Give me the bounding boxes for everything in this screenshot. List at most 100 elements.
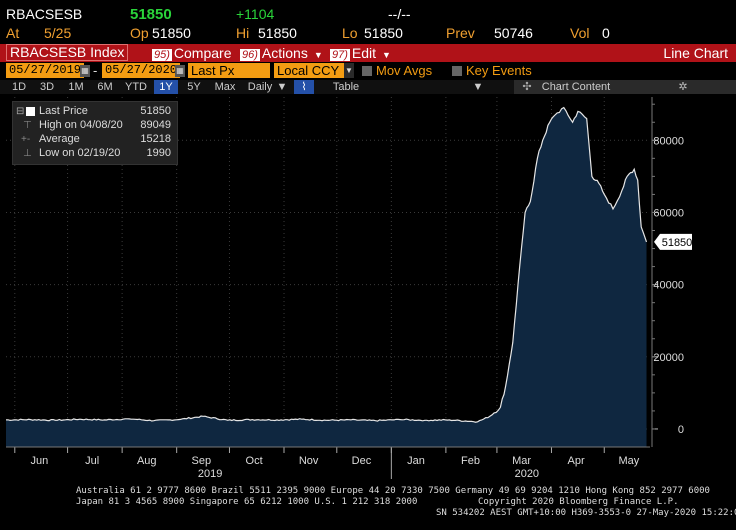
end-date-field[interactable]: 05/27/2020 [102,63,181,78]
period-ytd[interactable]: YTD [125,81,147,93]
settings-gear-icon[interactable]: ✲ [678,81,688,93]
y-tick-label: 20000 [653,352,684,364]
legend-row-low: ⊥ Low on 02/19/20 1990 [13,147,179,160]
y-tick-label: 0 [678,424,684,436]
currency-dropdown-icon[interactable]: ▼ [344,63,354,78]
chart-controls: 05/27/2019 ▦ - 05/27/2020 ▦ Last Px Loca… [0,63,736,79]
legend-last-label: Last Price [39,105,88,117]
open-value: 51850 [152,25,191,41]
last-value-marker: 51850 [654,233,693,250]
legend-last-value: 51850 [140,105,171,117]
last-price-checkbox[interactable] [26,107,35,116]
frequency-select[interactable]: Daily [247,81,273,93]
compare-label: Compare [173,45,232,61]
low-label: Lo [342,25,358,41]
x-tick-label: Dec [352,455,372,467]
mov-avgs-checkbox[interactable] [362,66,372,76]
low-value: 51850 [364,25,403,41]
footer-line-2a: Japan 81 3 4565 8900 Singapore 65 6212 1… [76,497,418,507]
year-label-2019: 2019 [198,468,222,480]
actions-button[interactable]: 96) Actions ▼ [240,44,323,62]
chart-type-label[interactable]: Line Chart [663,45,728,61]
end-calendar-icon[interactable]: ▦ [175,65,185,77]
y-tick-label: 40000 [653,280,684,292]
high-label: Hi [236,25,250,41]
x-tick-label: Jun [31,455,49,467]
x-tick-label: Oct [246,455,263,467]
x-tick-label: Jan [407,455,425,467]
mov-avgs-label[interactable]: Mov Avgs [376,63,433,78]
last-value-label: 51850 [662,237,693,249]
average-marker-icon: +- [21,134,31,145]
price-chart[interactable]: 0 20000 40000 60000 80000 Jun Jul Aug Sep Oct Nov… [0,95,736,480]
quote-header: RBACSESB 51850 +1104 --/-- At 5/25 Op 51… [0,0,736,44]
start-calendar-icon[interactable]: ▦ [80,65,90,77]
edit-label: Edit [351,45,377,61]
period-1d[interactable]: 1D [11,81,27,93]
x-tick-label: Mar [512,455,531,467]
key-events-checkbox[interactable] [452,66,462,76]
period-5y[interactable]: 5Y [187,81,201,93]
period-1m[interactable]: 1M [68,81,84,93]
compare-number: 95) [152,49,172,61]
actions-label: Actions [261,45,308,61]
high-value: 51850 [258,25,297,41]
line-chart-toggle-icon[interactable]: ⌇ [294,80,314,94]
series-line [5,106,648,423]
period-6m[interactable]: 6M [97,81,113,93]
at-label: At [6,25,20,41]
x-axis: Jun Jul Aug Sep Oct Nov Dec Jan Feb Mar Apr May 2019… [6,446,650,480]
x-tick-label: Sep [192,455,212,467]
chart-legend[interactable]: ⊟ Last Price 51850 ⊤ High on 04/08/20 89… [12,101,178,165]
volume-label: Vol [570,25,590,41]
price-change: +1104 [236,6,275,22]
actions-caret-icon: ▼ [313,50,323,60]
x-tick-label: Aug [137,455,157,467]
chart-content-bar: ✣ Chart Content ✲ [514,80,736,94]
currency-select[interactable]: Local CCY [274,63,344,78]
chart-area[interactable]: 0 20000 40000 60000 80000 Jun Jul Aug Sep Oct Nov… [0,95,736,480]
footer-line-3: SN 534202 AEST GMT+10:00 H369-3553-0 27-… [436,508,736,518]
prev-label: Prev [446,25,475,41]
expand-icon[interactable]: ✣ [522,81,532,93]
volume-value: 0 [602,25,610,41]
x-tick-label: Feb [461,455,480,467]
legend-row-high: ⊤ High on 04/08/20 89049 [13,119,179,132]
legend-row-average: +- Average 15218 [13,133,179,146]
footer-contacts: Australia 61 2 9777 8600 Brazil 5511 239… [0,486,736,530]
high-marker-icon: ⊤ [23,120,32,131]
key-events-label[interactable]: Key Events [466,63,532,78]
period-1y[interactable]: 1Y [154,80,178,94]
start-date-field[interactable]: 05/27/2019 [6,63,85,78]
security-field[interactable]: RBACSESB Index [6,44,129,61]
x-tick-label: May [618,455,639,467]
ticker-symbol: RBACSESB [6,6,83,22]
legend-high-label: High on 04/08/20 [39,119,123,131]
low-marker-icon: ⊥ [23,148,32,159]
y-tick-label: 80000 [653,135,684,147]
edit-number: 97) [330,49,350,61]
at-value: 5/25 [44,25,72,41]
legend-low-label: Low on 02/19/20 [39,147,121,159]
legend-average-value: 15218 [140,133,171,145]
edit-caret-icon: ▼ [382,50,391,60]
price-field-select[interactable]: Last Px [188,63,270,78]
open-label: Op [130,25,149,41]
table-button[interactable]: Table [332,81,360,93]
frequency-dropdown-icon[interactable]: ▼ [276,81,288,93]
x-tick-label: Nov [299,455,319,467]
y-axis: 0 20000 40000 60000 80000 [651,97,684,447]
series-area [6,107,647,447]
edit-button[interactable]: 97) Edit ▼ [330,44,391,62]
chart-content-label[interactable]: Chart Content [541,81,611,93]
table-dropdown-icon[interactable]: ▼ [472,81,484,93]
legend-low-value: 1990 [146,147,171,159]
collapse-icon[interactable]: ⊟ [16,106,25,117]
period-max[interactable]: Max [214,81,236,93]
compare-button[interactable]: 95) Compare [152,44,232,62]
function-toolbar: RBACSESB Index 95) Compare 96) Actions ▼ 97… [0,44,736,62]
last-price: 51850 [130,6,172,23]
footer-line-1: Australia 61 2 9777 8600 Brazil 5511 239… [76,486,710,496]
period-3d[interactable]: 3D [39,81,55,93]
prev-value: 50746 [494,25,533,41]
